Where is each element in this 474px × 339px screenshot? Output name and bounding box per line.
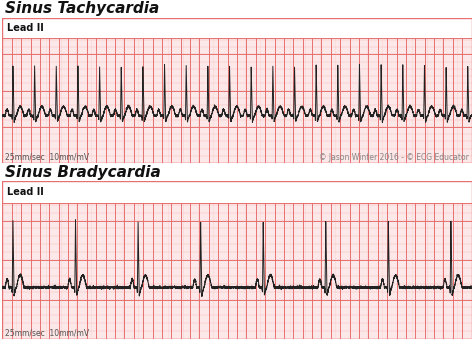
Text: Sinus Tachycardia: Sinus Tachycardia <box>5 1 159 17</box>
Text: 25mm/sec  10mm/mV: 25mm/sec 10mm/mV <box>5 328 89 337</box>
Text: Lead II: Lead II <box>7 187 44 197</box>
Text: Sinus Bradycardia: Sinus Bradycardia <box>5 164 161 179</box>
Bar <box>2 18 472 38</box>
Text: 25mm/sec  10mm/mV: 25mm/sec 10mm/mV <box>5 153 89 162</box>
Bar <box>2 181 472 203</box>
Text: Lead II: Lead II <box>7 23 44 33</box>
Text: © Jason Winter 2016 - © ECG Educator: © Jason Winter 2016 - © ECG Educator <box>319 153 469 162</box>
